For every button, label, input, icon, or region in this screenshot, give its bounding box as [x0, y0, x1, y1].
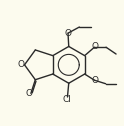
Text: O: O: [65, 29, 72, 38]
Text: O: O: [91, 42, 98, 51]
Text: Cl: Cl: [62, 95, 71, 104]
Text: O: O: [91, 76, 98, 85]
Text: O: O: [25, 89, 32, 98]
Text: O: O: [17, 60, 24, 69]
